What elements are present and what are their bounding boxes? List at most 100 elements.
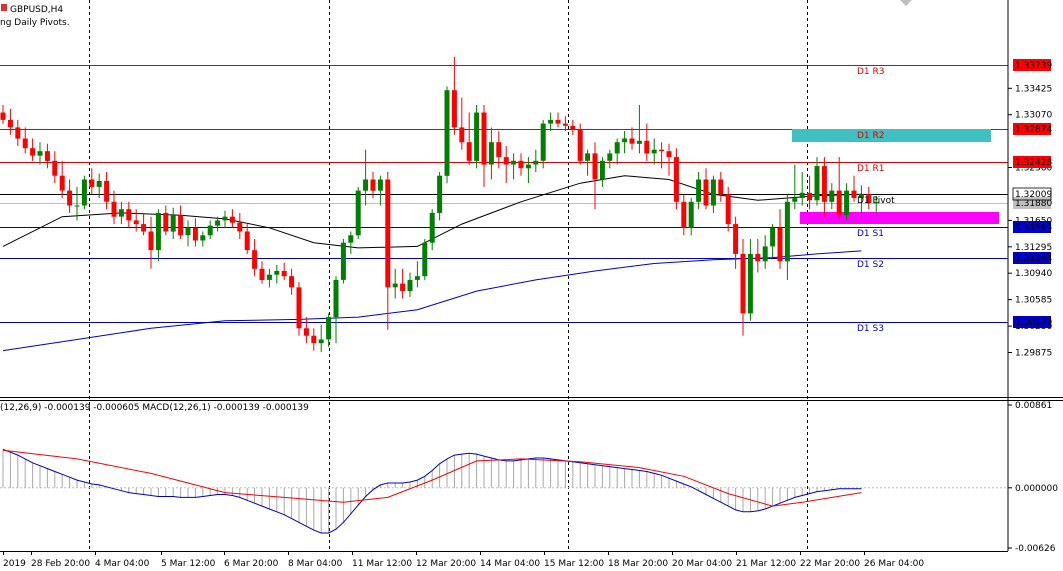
candle-body: [37, 151, 43, 156]
candle-body: [126, 209, 132, 221]
candle-body: [104, 180, 110, 202]
pivot-price-tag-bg: [1013, 221, 1051, 233]
candle-body: [503, 157, 509, 165]
candle-body: [252, 250, 258, 269]
candle-body: [659, 149, 665, 152]
candle-body: [192, 227, 198, 241]
pivot-price-tag-bg: [1013, 252, 1051, 264]
candle-body: [614, 142, 620, 154]
price-tick-label: 1.29875: [1015, 349, 1052, 359]
s1-zone-highlight: [800, 212, 999, 224]
candle-body: [207, 225, 213, 236]
pivot-price-tag: 1.30279: [1015, 318, 1052, 328]
candle-body: [533, 160, 539, 165]
macd-title: (12,26,9) -0.000139 -0.000605 MACD(12,26…: [0, 403, 309, 413]
candle-body: [570, 125, 576, 130]
candle-body: [821, 166, 827, 202]
candle-body: [688, 201, 694, 228]
scroll-marker-icon[interactable]: [900, 0, 912, 6]
candle-body: [733, 224, 739, 254]
current-price-tag: 1.32009: [1015, 190, 1052, 200]
candle-body: [629, 138, 635, 144]
candle-body: [622, 138, 628, 143]
candle-body: [303, 328, 309, 336]
candle-body: [518, 160, 524, 169]
pivot-price-tag: 1.32874: [1015, 125, 1052, 135]
candle-body: [15, 127, 21, 139]
candle-body: [740, 253, 746, 314]
candle-body: [318, 339, 324, 344]
candle-body: [118, 209, 124, 217]
pivot-price-tag-bg: [1013, 316, 1051, 328]
candle-body: [703, 179, 709, 206]
candle-body: [200, 235, 206, 241]
candle-body: [215, 220, 221, 226]
macd-main-line: [2, 448, 862, 534]
candle-body: [696, 179, 702, 202]
candle-body: [333, 279, 339, 318]
candle-body: [496, 142, 502, 158]
candle-body: [555, 119, 561, 124]
candle-body: [259, 268, 265, 280]
time-tick-label: 5 Mar 12:00: [161, 559, 216, 569]
time-tick-label: 22 Mar 20:00: [800, 559, 860, 569]
candle-body: [311, 335, 317, 344]
time-axis-labels: 2019 28 Feb 20:00 4 Mar 04:00 5 Mar 12:00 6 …: [3, 551, 924, 569]
candle-body: [562, 123, 568, 126]
pivot-label: D1 R3: [857, 67, 885, 77]
pivot-price-tag: 1.31563: [1015, 223, 1052, 233]
pivot-price-tag-bg: [1013, 156, 1051, 168]
candle-body: [466, 142, 472, 161]
candle-body: [451, 90, 457, 128]
pivot-price-tag: 1.32428: [1015, 158, 1052, 168]
candle-body: [111, 201, 117, 217]
candle-body: [96, 180, 102, 187]
candle-body: [74, 205, 80, 207]
candle-body: [274, 271, 280, 275]
price-tick-label: 1.33425: [1015, 84, 1052, 94]
candle-body: [222, 216, 228, 221]
time-tick-label: 4 Mar 04:00: [95, 559, 150, 569]
candle-body: [866, 194, 872, 204]
candle-body: [289, 276, 295, 288]
candle-body: [400, 283, 406, 291]
candle-body: [377, 179, 383, 191]
price-tick-label: 1.30940: [1015, 269, 1052, 279]
candle-body: [607, 153, 613, 161]
candle-body: [511, 160, 517, 165]
candle-body: [525, 164, 531, 169]
candle-body: [747, 253, 753, 314]
pivot-label: D1 Pivot: [857, 196, 895, 206]
candle-body: [836, 190, 842, 216]
time-tick-label: 12 Mar 20:00: [416, 559, 476, 569]
candle-body: [784, 201, 790, 262]
candle-body: [89, 179, 95, 187]
time-tick-label: 18 Mar 20:00: [608, 559, 668, 569]
candle-body: [762, 246, 768, 262]
time-tick-label: 14 Mar 04:00: [480, 559, 540, 569]
candle-body: [81, 179, 87, 206]
candle-body: [385, 179, 391, 288]
pivot-label: D1 S2: [857, 260, 884, 270]
candle-body: [710, 179, 716, 206]
time-tick-label: 6 Mar 20:00: [224, 559, 279, 569]
candle-body: [592, 153, 598, 180]
candle-body: [133, 220, 139, 225]
pivot-label: D1 S3: [857, 324, 884, 334]
candle-body: [844, 190, 850, 216]
candle-body: [444, 90, 450, 176]
current-price-tag-border: [1012, 187, 1052, 201]
price-tick-label: 1.31295: [1015, 243, 1052, 253]
candle-body: [755, 253, 761, 262]
candle-body: [548, 119, 554, 124]
candle-body: [777, 227, 783, 262]
macd-panel: 0.00861 0.000000 -0.00626: [0, 401, 1058, 554]
bid-price-tag: 1.31880: [1015, 199, 1052, 209]
symbol-icon: [1, 4, 7, 11]
macd-signal-line: [2, 449, 862, 507]
candle-body: [407, 279, 413, 292]
candle-body: [44, 151, 50, 161]
candle-body: [459, 127, 465, 143]
candle-body: [725, 194, 731, 225]
pivot-price-tag-bg: [1013, 59, 1051, 71]
